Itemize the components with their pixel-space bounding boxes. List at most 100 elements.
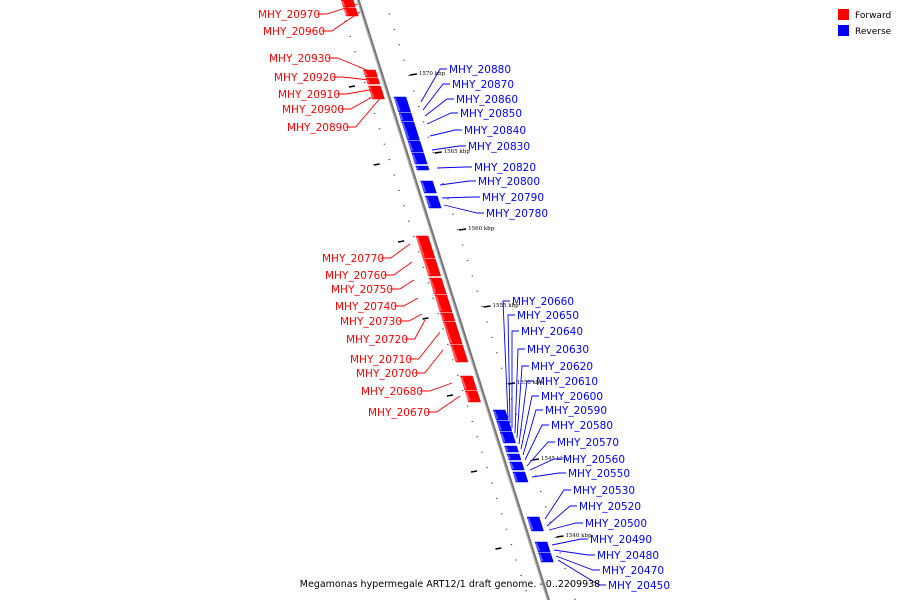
reverse-gene-label: MHY_20870 bbox=[452, 79, 514, 91]
reverse-gene-label: MHY_20550 bbox=[568, 468, 630, 480]
gene-feature[interactable] bbox=[428, 277, 447, 295]
forward-connector bbox=[414, 349, 444, 374]
gene-shading bbox=[411, 153, 418, 164]
reverse-gene-label: MHY_20840 bbox=[464, 125, 526, 137]
gene-shading bbox=[415, 166, 419, 170]
gene-shading bbox=[512, 472, 518, 482]
minor-tick-marks bbox=[344, 13, 576, 600]
gene-feature[interactable] bbox=[422, 258, 442, 277]
reverse-gene-label: MHY_20500 bbox=[585, 518, 647, 530]
gene-feature[interactable] bbox=[492, 409, 509, 421]
reverse-gene-label: MHY_20780 bbox=[486, 208, 548, 220]
gene-feature[interactable] bbox=[424, 195, 442, 209]
gene-shading bbox=[407, 141, 414, 152]
reverse-gene-label: MHY_20620 bbox=[531, 361, 593, 373]
gene-feature[interactable] bbox=[415, 165, 430, 171]
gene-feature[interactable] bbox=[365, 77, 381, 85]
gene-feature[interactable] bbox=[504, 445, 519, 453]
gene-feature[interactable] bbox=[343, 7, 359, 17]
major-tick-right bbox=[531, 458, 540, 461]
gene-features bbox=[340, 0, 554, 563]
gene-feature[interactable] bbox=[393, 96, 412, 113]
legend-reverse-label: Reverse bbox=[855, 27, 892, 37]
gene-feature[interactable] bbox=[460, 375, 478, 391]
reverse-connector bbox=[544, 489, 571, 520]
reverse-connector bbox=[548, 522, 583, 531]
gene-feature[interactable] bbox=[440, 312, 456, 322]
reverse-connector bbox=[529, 458, 561, 471]
gene-shading bbox=[504, 446, 509, 452]
reverse-gene-label: MHY_20820 bbox=[474, 162, 536, 174]
reverse-gene-label: MHY_20640 bbox=[521, 326, 583, 338]
reverse-gene-label: MHY_20450 bbox=[608, 580, 670, 592]
gene-shading bbox=[465, 391, 471, 402]
reverse-gene-label: MHY_20860 bbox=[456, 94, 518, 106]
tick-label: 1550 kbp bbox=[517, 380, 544, 386]
reverse-connector bbox=[531, 472, 566, 478]
forward-connector bbox=[316, 3, 359, 15]
gene-labels: MHY_20970 MHY_20960 MHY_20930 MHY_20920 MHY_… bbox=[258, 9, 670, 592]
gene-feature[interactable] bbox=[526, 516, 544, 532]
major-tick-right bbox=[434, 151, 442, 154]
reverse-gene-label: MHY_20830 bbox=[468, 141, 530, 153]
gene-feature[interactable] bbox=[450, 344, 469, 363]
genome-backbone bbox=[356, 0, 550, 600]
reverse-gene-label: MHY_20650 bbox=[517, 310, 579, 322]
tick-label: 1565 kbp bbox=[444, 149, 471, 155]
major-tick-left bbox=[397, 240, 405, 243]
reverse-gene-label: MHY_20660 bbox=[512, 296, 574, 308]
gene-shading bbox=[493, 410, 499, 420]
gene-feature[interactable] bbox=[340, 0, 356, 8]
forward-connector bbox=[321, 11, 361, 32]
forward-gene-label: MHY_20960 bbox=[263, 26, 325, 38]
reverse-connector bbox=[441, 196, 480, 199]
gene-shading bbox=[450, 345, 458, 362]
forward-gene-label: MHY_20920 bbox=[274, 72, 336, 84]
gene-feature[interactable] bbox=[369, 89, 385, 100]
gene-feature[interactable] bbox=[398, 112, 414, 122]
gene-shading bbox=[429, 278, 437, 294]
gene-shading bbox=[416, 236, 425, 258]
gene-feature[interactable] bbox=[464, 390, 481, 403]
major-tick-right bbox=[458, 228, 467, 231]
gene-shading bbox=[440, 313, 445, 321]
forward-connector bbox=[383, 261, 413, 276]
tick-label: 1560 kbp bbox=[468, 226, 495, 232]
reverse-connector bbox=[507, 314, 515, 424]
gene-feature[interactable] bbox=[538, 552, 554, 563]
gene-feature[interactable] bbox=[415, 235, 436, 259]
reverse-gene-label: MHY_20560 bbox=[563, 454, 625, 466]
major-tick-marks bbox=[348, 73, 564, 550]
reverse-connector bbox=[514, 348, 525, 434]
gene-feature[interactable] bbox=[434, 294, 453, 313]
reverse-connector bbox=[546, 505, 577, 527]
gene-feature[interactable] bbox=[499, 431, 516, 444]
major-tick-left bbox=[348, 85, 356, 88]
gene-feature[interactable] bbox=[411, 152, 428, 165]
forward-gene-label: MHY_20910 bbox=[278, 89, 340, 101]
tick-label: 1570 kbp bbox=[419, 71, 446, 77]
forward-connector bbox=[336, 87, 381, 95]
reverse-gene-label: MHY_20530 bbox=[573, 485, 635, 497]
gene-feature[interactable] bbox=[363, 69, 378, 78]
gene-feature[interactable] bbox=[420, 180, 437, 194]
forward-gene-label: MHY_20700 bbox=[356, 368, 418, 380]
gene-feature[interactable] bbox=[401, 121, 420, 141]
gene-feature[interactable] bbox=[512, 471, 529, 483]
gene-feature[interactable] bbox=[442, 321, 463, 345]
gene-feature[interactable] bbox=[407, 140, 424, 153]
reverse-connector bbox=[518, 380, 534, 445]
gene-feature[interactable] bbox=[509, 461, 525, 471]
gene-feature[interactable] bbox=[496, 420, 513, 432]
forward-gene-label: MHY_20730 bbox=[340, 316, 402, 328]
genome-caption: Megamonas hypermegale ART12/1 draft geno… bbox=[300, 579, 600, 590]
gene-feature[interactable] bbox=[506, 453, 522, 461]
major-tick-left bbox=[422, 317, 429, 320]
major-tick-left bbox=[373, 163, 380, 166]
gene-feature[interactable] bbox=[534, 541, 551, 553]
gene-shading bbox=[399, 113, 404, 121]
reverse-connector bbox=[424, 98, 454, 117]
gene-shading bbox=[420, 181, 427, 193]
reverse-connector bbox=[522, 409, 543, 456]
